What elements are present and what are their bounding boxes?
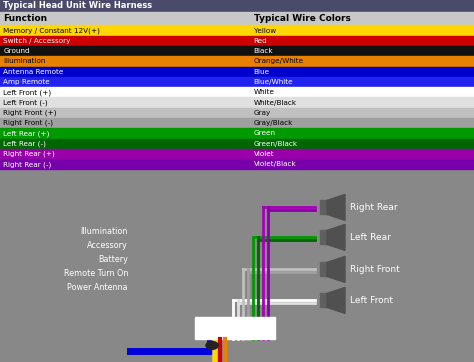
Text: Black: Black bbox=[254, 48, 273, 54]
Text: Switch / Accessory: Switch / Accessory bbox=[3, 38, 71, 44]
Bar bbox=[320, 201, 327, 214]
Text: Battery: Battery bbox=[98, 255, 128, 264]
Text: Green/Black: Green/Black bbox=[254, 141, 298, 147]
Text: White: White bbox=[254, 89, 274, 95]
Bar bbox=[320, 294, 327, 307]
Text: White/Black: White/Black bbox=[254, 100, 297, 106]
Text: Left Front: Left Front bbox=[350, 296, 393, 305]
Bar bbox=[0, 159, 474, 169]
Text: Right Front (+): Right Front (+) bbox=[3, 110, 57, 116]
Text: Function: Function bbox=[3, 14, 47, 23]
Polygon shape bbox=[327, 194, 345, 220]
Text: Green: Green bbox=[254, 130, 275, 136]
Bar bbox=[0, 87, 474, 97]
Polygon shape bbox=[327, 224, 345, 251]
Text: Ground: Ground bbox=[3, 48, 30, 54]
Bar bbox=[0, 0, 474, 12]
Text: Illumination: Illumination bbox=[81, 227, 128, 236]
Text: Remote Turn On: Remote Turn On bbox=[64, 269, 128, 278]
Bar bbox=[0, 56, 474, 67]
Text: Red: Red bbox=[254, 38, 267, 44]
Text: Power Antenna: Power Antenna bbox=[67, 283, 128, 292]
Text: Left Rear (-): Left Rear (-) bbox=[3, 140, 46, 147]
Bar bbox=[0, 12, 474, 25]
Text: Yellow: Yellow bbox=[254, 28, 276, 34]
Text: Illumination: Illumination bbox=[3, 58, 46, 64]
Bar bbox=[320, 231, 327, 244]
Text: Violet: Violet bbox=[254, 151, 274, 157]
Bar bbox=[0, 97, 474, 108]
Bar bbox=[0, 36, 474, 46]
Bar bbox=[0, 108, 474, 118]
Text: Left Rear (+): Left Rear (+) bbox=[3, 130, 50, 137]
Text: Left Front (-): Left Front (-) bbox=[3, 99, 48, 106]
Polygon shape bbox=[327, 287, 345, 313]
Text: Typical Wire Colors: Typical Wire Colors bbox=[254, 14, 350, 23]
Bar bbox=[0, 67, 474, 77]
Text: Blue: Blue bbox=[254, 69, 270, 75]
Bar bbox=[0, 46, 474, 56]
Bar bbox=[195, 317, 275, 340]
Text: Gray: Gray bbox=[254, 110, 271, 116]
Text: Antenna Remote: Antenna Remote bbox=[3, 69, 64, 75]
Bar bbox=[0, 25, 474, 36]
Text: Memory / Constant 12V(+): Memory / Constant 12V(+) bbox=[3, 27, 100, 34]
Text: Right Front: Right Front bbox=[350, 265, 400, 274]
Ellipse shape bbox=[206, 341, 218, 349]
Bar bbox=[0, 128, 474, 139]
Text: Typical Head Unit Wire Harness: Typical Head Unit Wire Harness bbox=[3, 1, 153, 10]
Bar bbox=[320, 262, 327, 277]
Text: Accessory: Accessory bbox=[87, 241, 128, 250]
Text: Blue/White: Blue/White bbox=[254, 79, 293, 85]
Text: Right Rear (+): Right Rear (+) bbox=[3, 151, 55, 157]
Text: Left Front (+): Left Front (+) bbox=[3, 89, 52, 96]
Text: Amp Remote: Amp Remote bbox=[3, 79, 50, 85]
Text: Gray/Black: Gray/Black bbox=[254, 120, 293, 126]
Polygon shape bbox=[327, 256, 345, 282]
Text: Right Front (-): Right Front (-) bbox=[3, 120, 53, 126]
Text: Right Rear: Right Rear bbox=[350, 203, 398, 212]
Bar bbox=[0, 149, 474, 159]
Text: Left Rear: Left Rear bbox=[350, 233, 391, 242]
Bar bbox=[0, 139, 474, 149]
Text: Violet/Black: Violet/Black bbox=[254, 161, 296, 167]
Text: Right Rear (-): Right Rear (-) bbox=[3, 161, 52, 168]
Text: Orange/White: Orange/White bbox=[254, 58, 304, 64]
Bar bbox=[0, 77, 474, 87]
Bar bbox=[0, 118, 474, 128]
